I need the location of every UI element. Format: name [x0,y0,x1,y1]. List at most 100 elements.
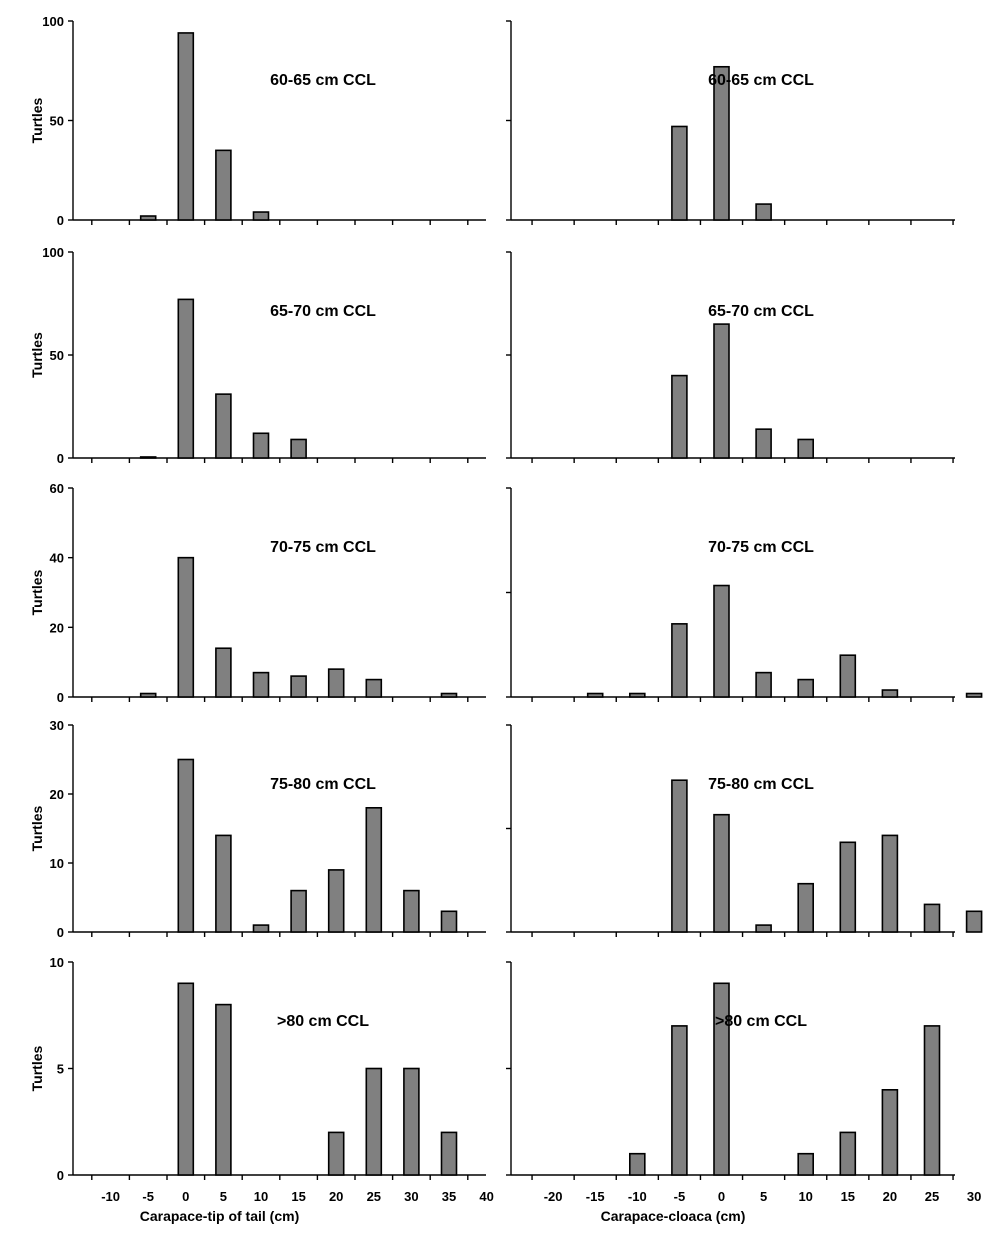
panel-title: >80 cm CCL [277,1013,369,1030]
bar [139,456,157,459]
bar [881,834,899,933]
y-tick-label: 30 [50,718,64,733]
bar [215,393,232,459]
x-tick-label: -15 [586,1189,605,1204]
bar [252,432,270,459]
y-axis-label: Turtles [29,805,45,851]
bar [403,1067,420,1176]
bar [755,924,772,933]
bar [671,125,688,221]
bar [965,692,983,698]
bar [290,889,307,933]
bar [252,671,270,698]
x-tick-label: -20 [544,1189,563,1204]
panel-title: 70-75 cm CCL [270,539,376,556]
bar [965,910,983,933]
bar [215,1003,232,1176]
bar [628,1152,646,1176]
bar [755,671,772,698]
panel-title: 70-75 cm CCL [708,539,814,556]
panel-title: 60-65 cm CCL [708,72,814,89]
bar [177,298,195,459]
x-axis-label: Carapace-cloaca (cm) [601,1208,746,1224]
x-tick-label: -10 [628,1189,647,1204]
panel-7: 75-80 cm CCL [506,724,983,937]
y-tick-label: 100 [42,14,64,29]
bar [755,203,772,221]
panel-3: 65-70 cm CCL [506,251,955,463]
bar [215,647,232,698]
x-tick-label: 25 [367,1189,381,1204]
bar [327,869,345,933]
panel-6: 0 10 20 30 75-80 cm CCL Turtles [29,718,486,940]
x-tick-label: 30 [967,1189,981,1204]
x-tick-label: 0 [718,1189,725,1204]
y-tick-label: 5 [57,1062,64,1077]
bar [440,1131,458,1176]
bar [713,813,730,933]
bar [252,924,270,933]
panel-title: 60-65 cm CCL [270,72,376,89]
panel-1: 60-65 cm CCL [506,20,955,225]
bar [215,834,232,933]
panel-5: 70-75 cm CCL [506,487,983,702]
bar [440,692,458,698]
bar [177,32,195,221]
x-tick-label: 15 [841,1189,855,1204]
x-tick-label: -5 [674,1189,686,1204]
bar [177,758,195,933]
bar [327,1131,345,1176]
bar [365,806,383,933]
bar [177,982,195,1176]
bar [797,438,815,459]
bar [755,428,772,459]
panel-title: 75-80 cm CCL [270,776,376,793]
bar [797,1152,815,1176]
x-tick-label: 15 [291,1189,305,1204]
y-tick-label: 20 [50,620,64,635]
bar [839,1131,857,1176]
bar [881,1089,899,1176]
x-tick-label: 35 [442,1189,456,1204]
y-tick-label: 20 [50,787,64,802]
bar [671,779,688,933]
y-axis-label: Turtles [29,1045,45,1091]
bar [881,689,899,698]
y-tick-label: 0 [57,213,64,228]
bar [671,623,688,698]
bar [365,678,383,698]
x-tick-label: -5 [142,1189,154,1204]
bar [139,215,157,221]
x-tick-label: 20 [883,1189,897,1204]
y-tick-label: 50 [50,114,64,129]
bar [671,1025,688,1176]
x-tick-label: 5 [760,1189,767,1204]
bar [839,654,857,698]
bar [440,910,458,933]
panel-2: 0 50 100 65-70 cm CCL Turtles [29,245,486,466]
bar [713,982,730,1176]
y-tick-label: 0 [57,925,64,940]
x-tick-label: -10 [101,1189,120,1204]
y-axis-label: Turtles [29,97,45,143]
y-tick-label: 0 [57,451,64,466]
bar [671,374,688,459]
x-tick-label: 20 [329,1189,343,1204]
bar [215,149,232,221]
panel-9: -20 -15 -10 -5 0 5 10 15 20 25 30 >80 cm CCL Carapac… [506,961,981,1224]
x-tick-label: 30 [404,1189,418,1204]
panel-0: 0 50 100 60-65 cm CCL Turtles [29,14,486,228]
panel-title: 75-80 cm CCL [708,776,814,793]
y-tick-label: 0 [57,690,64,705]
x-axis-label: Carapace-tip of tail (cm) [140,1208,299,1224]
y-tick-label: 10 [50,955,64,970]
bar [586,692,604,698]
bar [923,1025,941,1176]
bar [923,903,941,933]
x-tick-label: 10 [254,1189,268,1204]
bar [290,438,307,459]
bar [797,882,815,933]
bar [839,841,857,933]
bar [713,323,730,459]
